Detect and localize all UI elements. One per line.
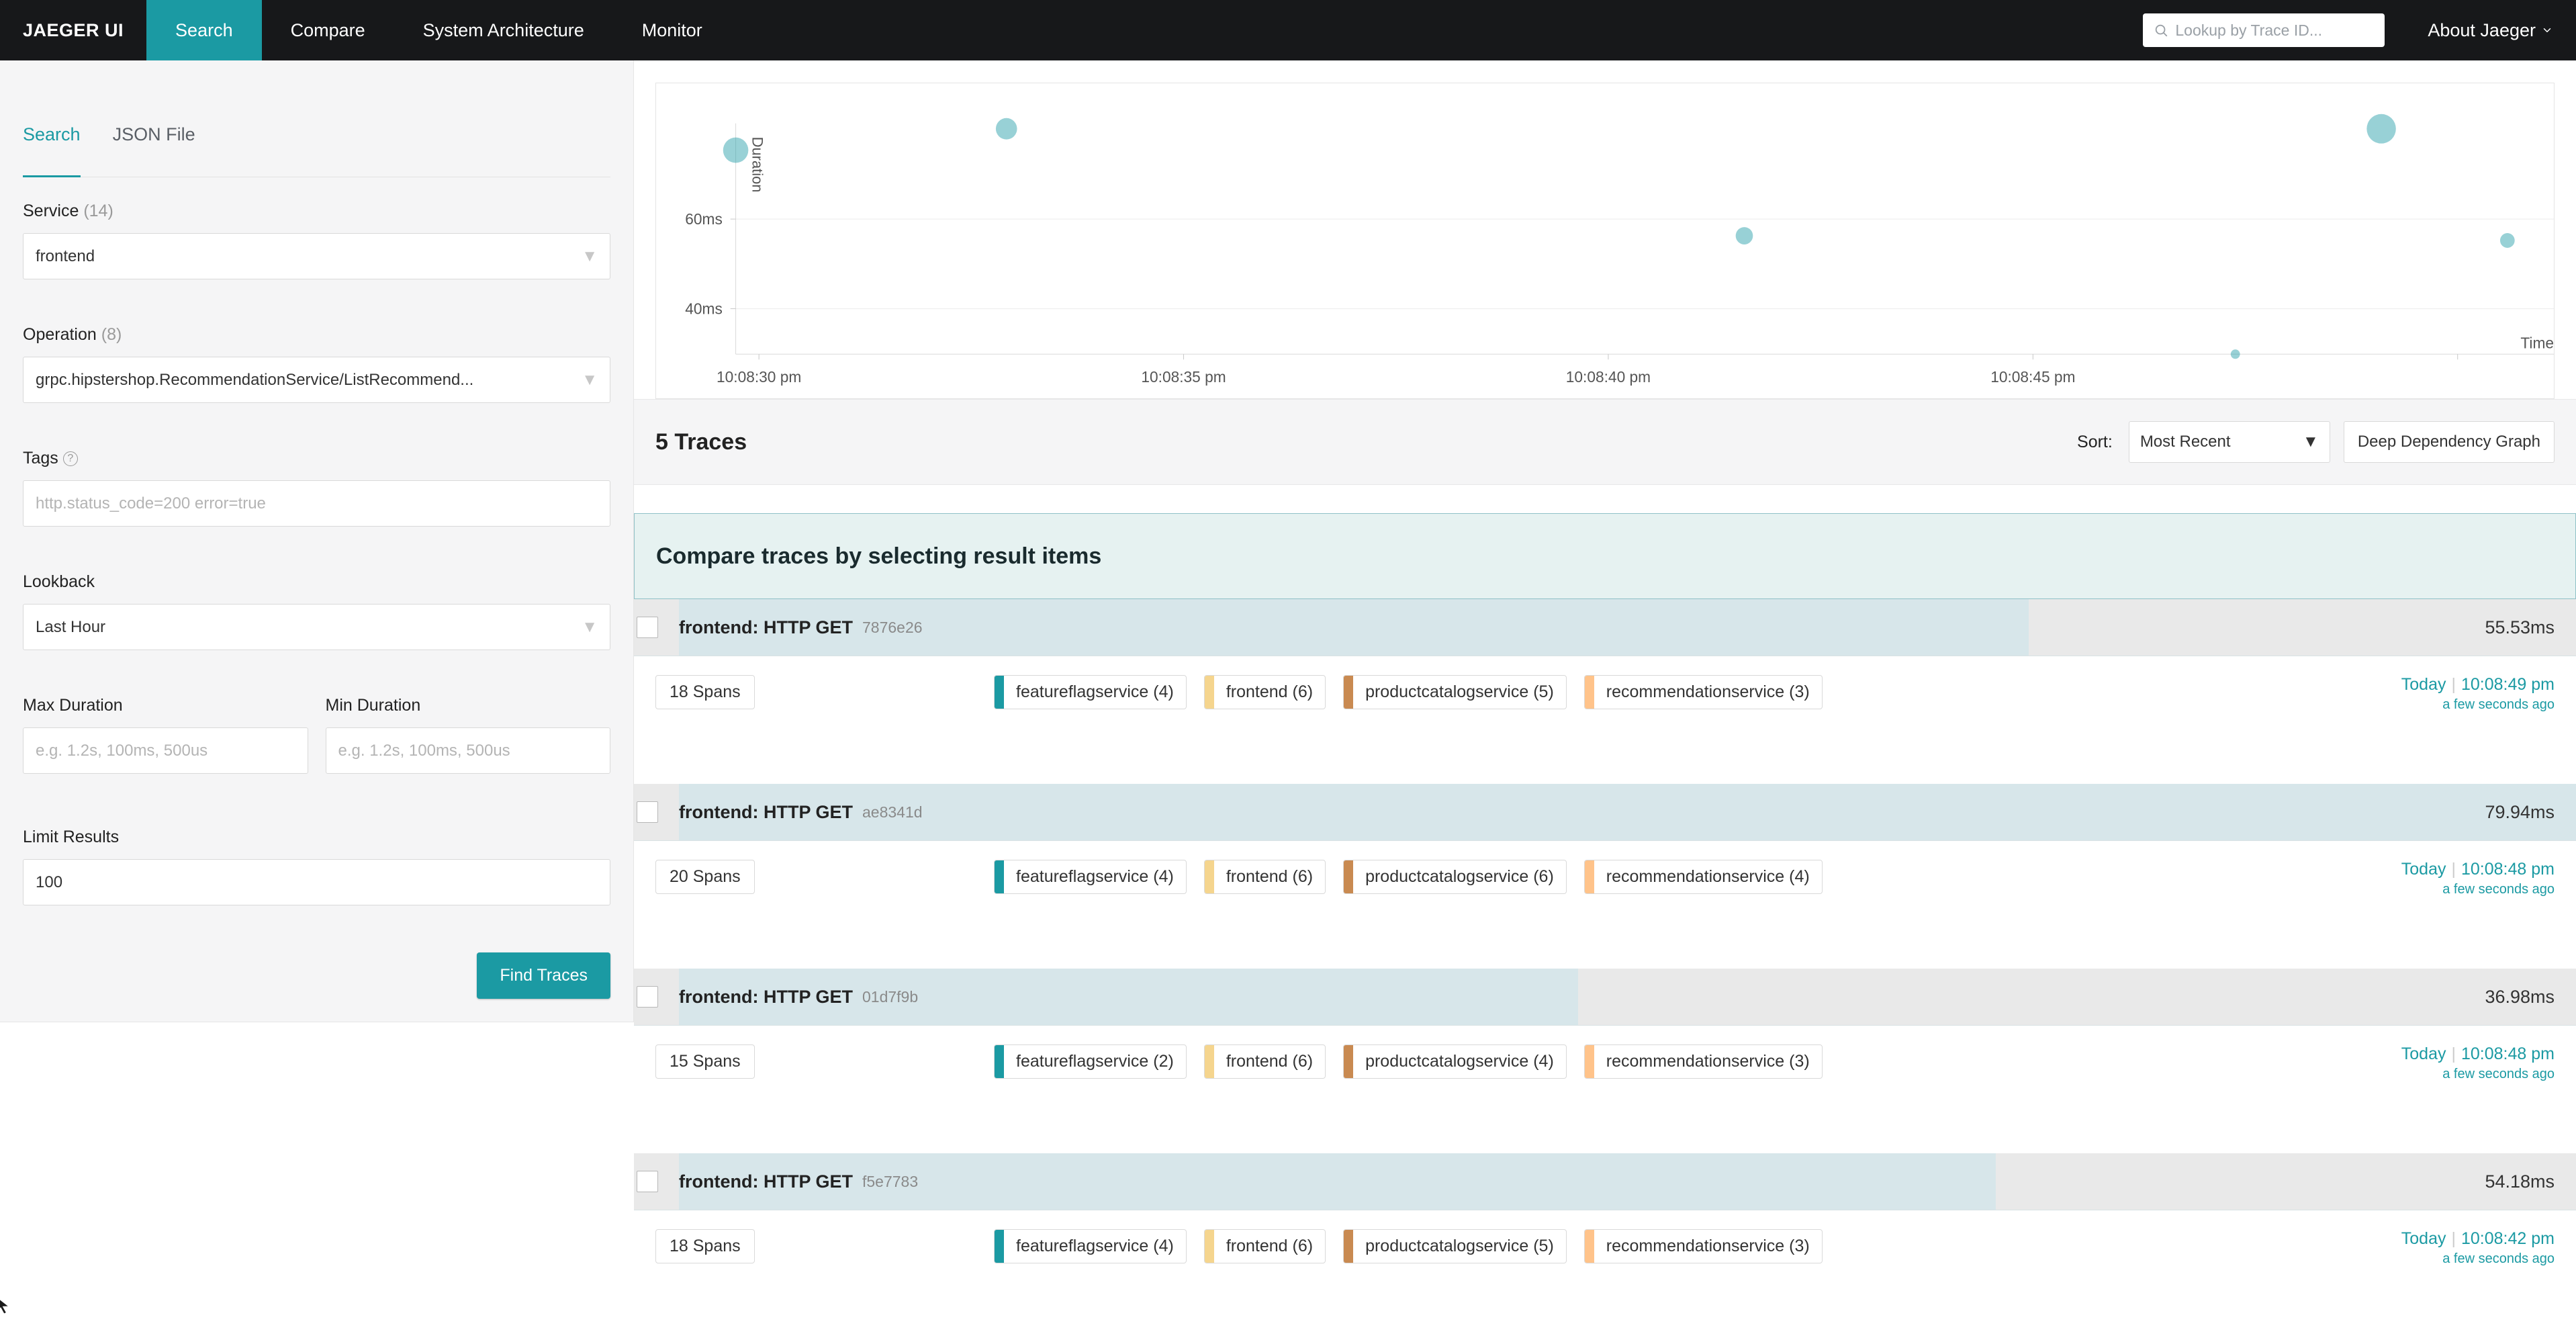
svg-text:60ms: 60ms — [685, 210, 723, 228]
svg-text:10:08:40 pm: 10:08:40 pm — [1566, 368, 1651, 386]
svg-text:Time: Time — [2520, 334, 2554, 351]
svg-text:Duration: Duration — [749, 137, 766, 193]
svg-text:10:08:45 pm: 10:08:45 pm — [1990, 368, 2075, 386]
svg-text:10:08:35 pm: 10:08:35 pm — [1141, 368, 1226, 386]
svg-text:10:08:30 pm: 10:08:30 pm — [717, 368, 801, 386]
svg-text:40ms: 40ms — [685, 300, 723, 317]
